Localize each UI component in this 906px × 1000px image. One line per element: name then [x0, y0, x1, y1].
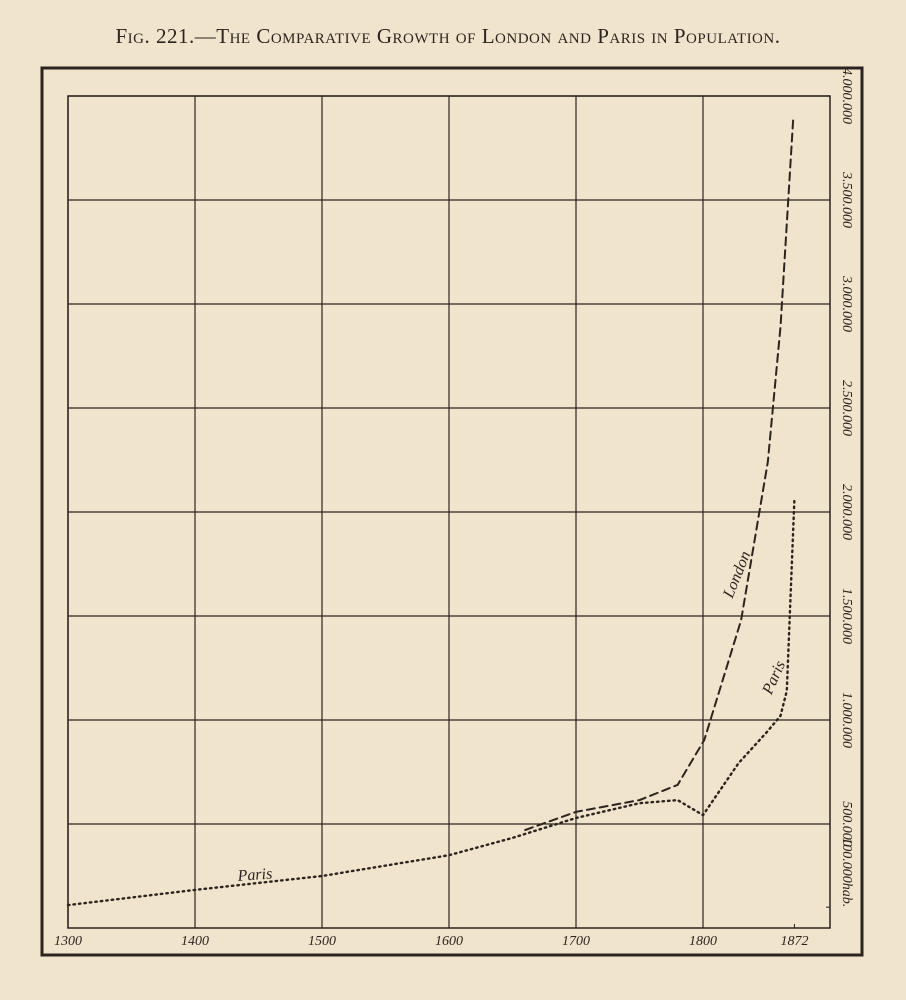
y-tick-label: 500.000 [839, 801, 854, 847]
x-tick-label: 1600 [435, 934, 463, 949]
y-tick-label: 3.000.000 [839, 275, 854, 332]
data-line [66, 498, 796, 907]
data-line [524, 117, 795, 831]
y-tick-label: 2.500.000 [839, 380, 854, 436]
outer-frame [40, 66, 864, 957]
y-tick-label: 2.000.000 [839, 484, 854, 540]
y-tick-label: 1.500.000 [839, 588, 854, 644]
x-tick-label: 1300 [54, 934, 82, 949]
chart-title: Fig. 221.—The Comparative Growth of Lond… [116, 24, 781, 48]
x-tick-label: 1800 [689, 934, 717, 949]
x-tick-label: 1700 [562, 934, 590, 949]
y-tick-label: 1.000.000 [839, 692, 854, 748]
y-tick-label: 4.000.000 [839, 68, 854, 124]
x-tick-label: 1500 [308, 934, 336, 949]
annotation: Paris [759, 658, 789, 698]
y-tick-label: 3.500.000 [839, 171, 854, 228]
x-tick-label: 1872 [780, 934, 808, 949]
y-tick-label: 100.000hab. [839, 837, 854, 907]
annotation: Paris [236, 865, 273, 884]
x-tick-label: 1400 [181, 934, 209, 949]
